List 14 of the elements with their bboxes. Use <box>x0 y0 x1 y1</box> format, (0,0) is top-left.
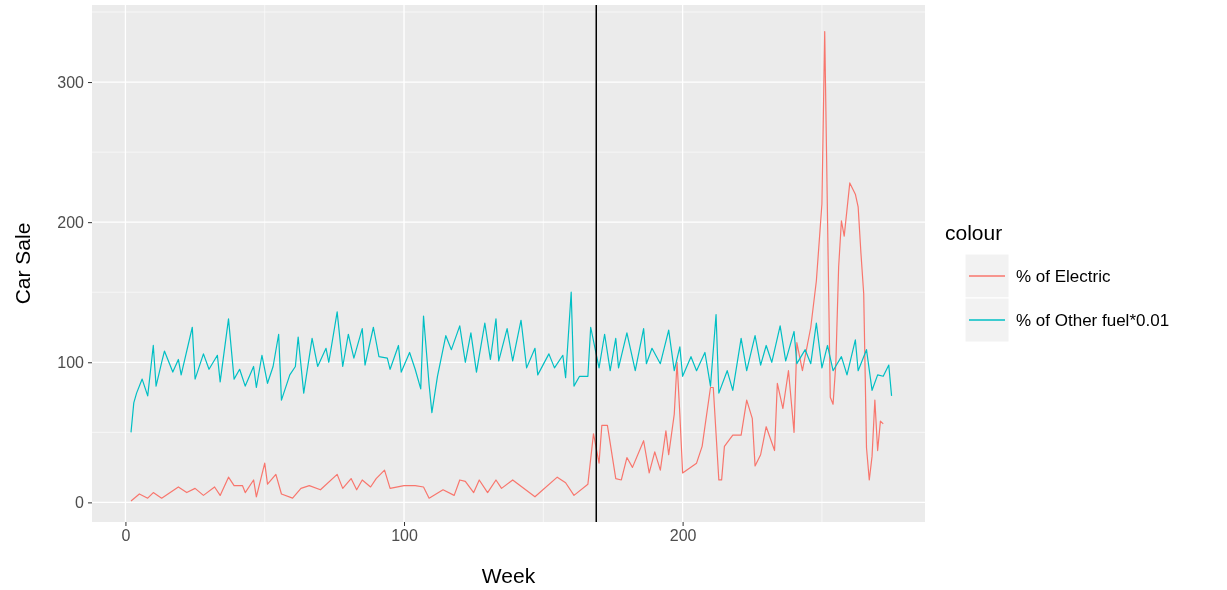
y-tick-label: 200 <box>57 213 85 231</box>
line-series <box>130 31 884 502</box>
x-axis-title: Week <box>481 564 536 587</box>
legend-label: % of Other fuel*0.01 <box>1016 311 1170 330</box>
line-series <box>130 291 893 433</box>
x-tick-label: 200 <box>669 527 697 545</box>
y-tick-label: 0 <box>75 494 85 511</box>
legend-title: colour <box>945 221 1003 244</box>
y-axis-title: Car Sale <box>11 222 34 305</box>
y-tick-label: 100 <box>57 353 85 371</box>
y-tick-label: 300 <box>57 73 85 91</box>
legend-label: % of Electric <box>1016 267 1111 286</box>
x-tick-label: 0 <box>121 527 131 545</box>
x-tick-label: 100 <box>391 527 418 545</box>
